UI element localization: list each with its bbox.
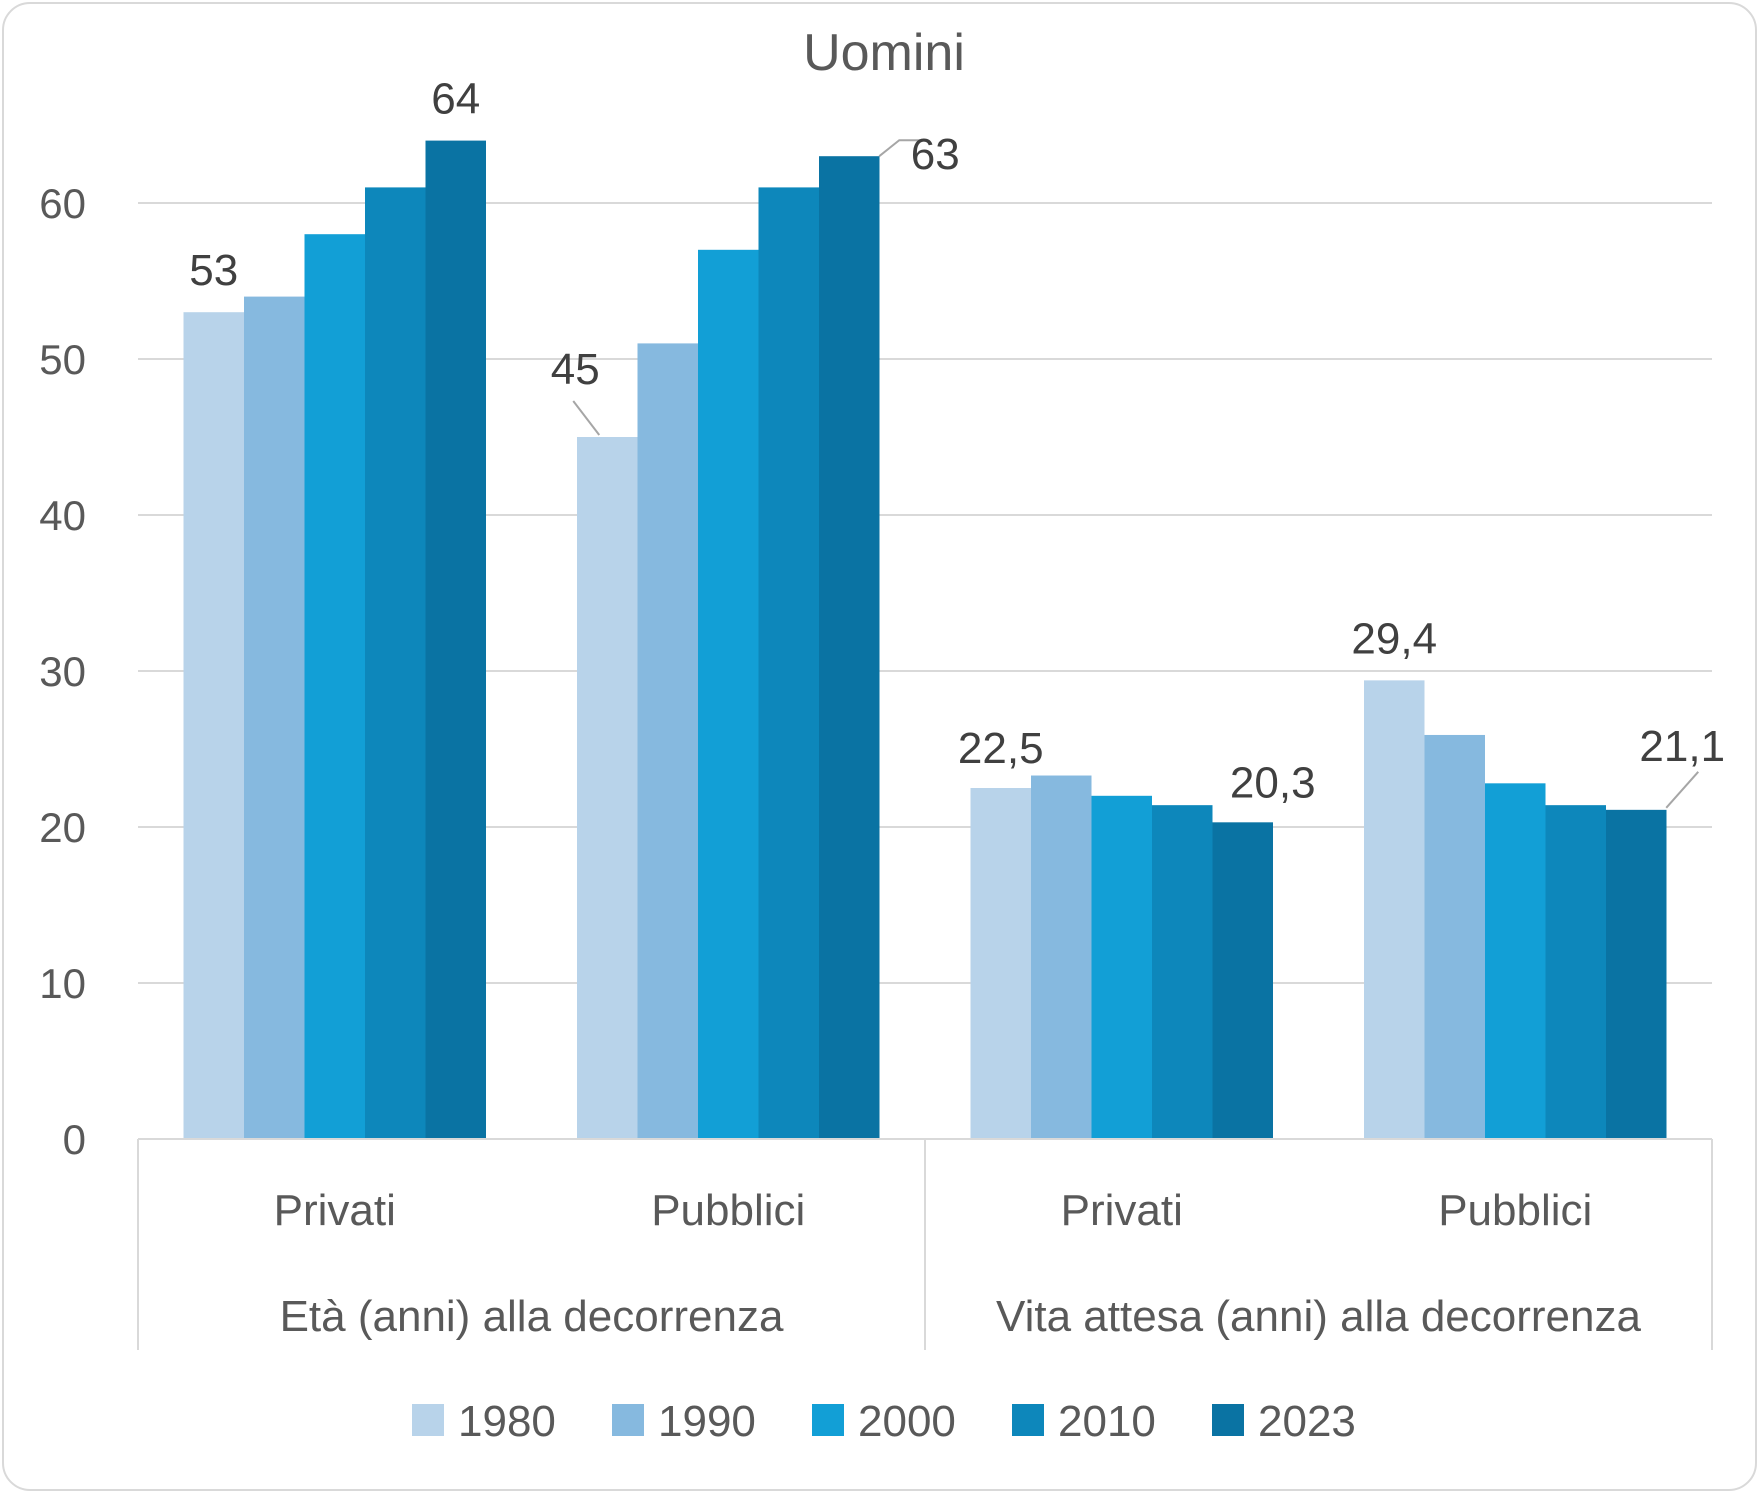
y-tick-label: 50 bbox=[39, 336, 86, 383]
y-tick-label: 30 bbox=[39, 648, 86, 695]
data-label: 22,5 bbox=[958, 724, 1044, 773]
bar-1990-3 bbox=[1424, 734, 1485, 1139]
bar-2000-0 bbox=[304, 234, 365, 1139]
legend-label-1990: 1990 bbox=[658, 1397, 756, 1446]
legend-label-2000: 2000 bbox=[858, 1397, 956, 1446]
bar-2000-3 bbox=[1485, 783, 1546, 1139]
y-tick-label: 10 bbox=[39, 960, 86, 1007]
category-label: Privati bbox=[274, 1186, 396, 1235]
bar-2023-1 bbox=[819, 156, 880, 1139]
chart-title: Uomini bbox=[803, 24, 965, 82]
data-label: 29,4 bbox=[1351, 614, 1437, 663]
y-tick-label: 20 bbox=[39, 804, 86, 851]
bar-2000-2 bbox=[1091, 795, 1152, 1139]
bar-1990-1 bbox=[637, 343, 698, 1139]
bar-2010-2 bbox=[1152, 805, 1213, 1139]
bar-2010-1 bbox=[758, 187, 819, 1139]
bars bbox=[183, 140, 1667, 1140]
legend-label-2010: 2010 bbox=[1058, 1397, 1156, 1446]
group-label: Età (anni) alla decorrenza bbox=[280, 1292, 784, 1341]
legend: 1980 1990 2000 2010 2023 bbox=[412, 1397, 1356, 1446]
category-label: Pubblici bbox=[651, 1186, 805, 1235]
bar-2010-3 bbox=[1545, 805, 1606, 1139]
category-label: Privati bbox=[1061, 1186, 1183, 1235]
bar-2023-2 bbox=[1212, 822, 1273, 1139]
legend-swatch-1980 bbox=[412, 1404, 444, 1436]
data-label: 21,1 bbox=[1639, 722, 1725, 771]
data-label-leader bbox=[1665, 771, 1699, 809]
legend-swatch-2010 bbox=[1012, 1404, 1044, 1436]
category-label: Pubblici bbox=[1438, 1186, 1592, 1235]
x-axis: Privati Pubblici Privati Pubblici Età (anni)… bbox=[137, 1138, 1713, 1350]
bar-2023-3 bbox=[1606, 809, 1667, 1139]
y-tick-label: 60 bbox=[39, 180, 86, 227]
data-label-leader bbox=[572, 400, 601, 436]
bar-2000-1 bbox=[698, 249, 759, 1140]
data-label: 64 bbox=[431, 75, 480, 124]
data-label-leader bbox=[878, 139, 922, 157]
bar-1980-2 bbox=[970, 788, 1031, 1139]
data-labels: 53 64 45 63 22,5 20,3 29,4 21,1 bbox=[189, 75, 1725, 809]
bar-1980-1 bbox=[577, 437, 638, 1139]
legend-swatch-1990 bbox=[612, 1404, 644, 1436]
data-label: 45 bbox=[551, 345, 600, 394]
data-label: 53 bbox=[189, 246, 238, 295]
legend-swatch-2023 bbox=[1212, 1404, 1244, 1436]
bar-2023-0 bbox=[425, 140, 486, 1140]
bar-1980-3 bbox=[1364, 680, 1425, 1139]
legend-label-2023: 2023 bbox=[1258, 1397, 1356, 1446]
data-label: 63 bbox=[911, 130, 960, 179]
bar-2010-0 bbox=[365, 187, 426, 1139]
legend-label-1980: 1980 bbox=[458, 1397, 556, 1446]
bar-1990-0 bbox=[244, 296, 305, 1140]
data-label: 20,3 bbox=[1230, 758, 1316, 807]
bar-1980-0 bbox=[183, 312, 244, 1139]
group-label: Vita attesa (anni) alla decorrenza bbox=[996, 1292, 1641, 1341]
legend-swatch-2000 bbox=[812, 1404, 844, 1436]
y-axis-ticks: 0 10 20 30 40 50 60 bbox=[39, 180, 86, 1163]
y-tick-label: 40 bbox=[39, 492, 86, 539]
bar-1990-2 bbox=[1031, 775, 1092, 1139]
y-tick-label: 0 bbox=[63, 1116, 86, 1163]
